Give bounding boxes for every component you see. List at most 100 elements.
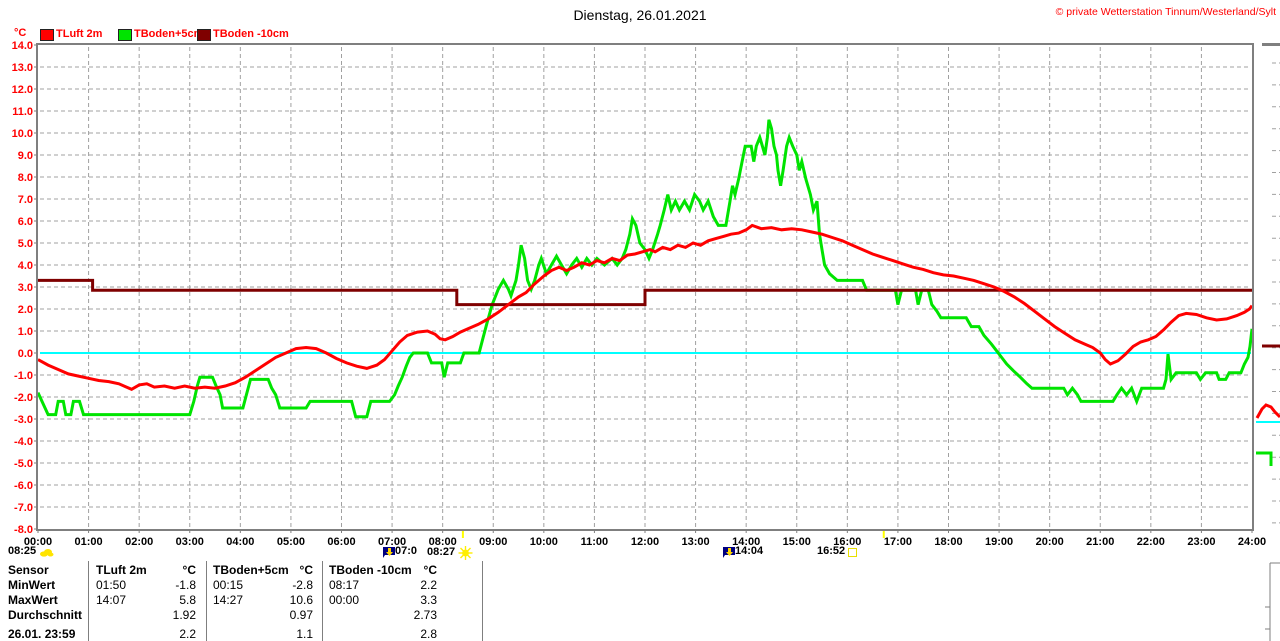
x-tick-label: 18:00 (934, 536, 962, 548)
x-tick-label: 22:00 (1137, 536, 1165, 548)
tboden10-swatch-icon (197, 29, 211, 41)
table-row-label: 26.01. 23:59 (8, 627, 76, 641)
sun-icon (458, 546, 473, 560)
avg-value: 2.73 (413, 608, 437, 622)
y-tick-label: -1.0 (14, 370, 33, 382)
x-tick-label: 12:00 (631, 536, 659, 548)
avg-value: 0.97 (289, 608, 313, 622)
moon-arrow-icon (383, 546, 395, 558)
min-time: 01:50 (96, 578, 127, 592)
table-row-label: MinWert (8, 578, 56, 592)
x-tick-label: 13:00 (682, 536, 710, 548)
page-title: Dienstag, 26.01.2021 (573, 7, 707, 23)
x-tick-label: 11:00 (581, 536, 609, 548)
col-unit: °C (182, 563, 196, 577)
table-divider (322, 561, 323, 641)
annotation-0825: 08:25 (8, 545, 54, 558)
y-tick-label: 0.0 (18, 348, 33, 360)
x-tick-label: 24:00 (1238, 536, 1266, 548)
y-tick-label: -6.0 (14, 480, 33, 492)
min-value: 2.2 (420, 578, 437, 592)
min-value: -1.8 (175, 578, 196, 592)
series-tluft-2m (37, 223, 1254, 391)
x-tick-label: 05:00 (277, 536, 305, 548)
y-tick-label: -4.0 (14, 436, 33, 448)
table-row-label: MaxWert (8, 593, 58, 607)
y-tick-label: 11.0 (12, 106, 33, 118)
x-tick-label: 08:00 (429, 536, 457, 548)
annotation-0827: 08:27 (427, 545, 473, 560)
cloud-icon (40, 549, 54, 557)
annotation-070-time: 07:0 (395, 545, 418, 557)
x-tick-label: 19:00 (985, 536, 1013, 548)
x-tick-label: 04:00 (226, 536, 254, 548)
annotation-070: 07:0 (383, 545, 418, 558)
annotation-1404: 14:04 (723, 545, 764, 558)
y-tick-label: 10.0 (12, 128, 33, 140)
table-row-label: Sensor (8, 563, 49, 577)
y-tick-label: 13.0 (12, 62, 33, 74)
annotation-0825-time: 08:25 (8, 545, 37, 557)
y-tick-label: -3.0 (14, 414, 33, 426)
next-chart-tluft-fragment (1255, 403, 1280, 419)
col-header-tboden5: TBoden+5cm (213, 563, 289, 577)
y-tick-label: 14.0 (12, 40, 33, 52)
y-tick-label: 8.0 (18, 172, 33, 184)
annotation-1652-time: 16:52 (817, 545, 846, 557)
y-tick-label: 7.0 (18, 194, 33, 206)
plot-border (36, 43, 1254, 531)
max-value: 5.8 (179, 593, 196, 607)
x-tick-label: 01:00 (75, 536, 103, 548)
copyright-text: © private Wetterstation Tinnum/Westerlan… (1055, 6, 1276, 18)
y-tick-label: 4.0 (18, 260, 33, 272)
series-tboden-10cm (38, 278, 1252, 307)
x-tick-label: 10:00 (530, 536, 558, 548)
table-divider (88, 561, 89, 641)
series-tboden-5cm (36, 119, 1254, 419)
col-header-tboden10: TBoden -10cm (329, 563, 412, 577)
legend-label-tluft: TLuft 2m (56, 28, 103, 40)
x-tick-label: 07:00 (378, 536, 406, 548)
y-tick-label: 1.0 (18, 326, 33, 338)
annotation-0827-time: 08:27 (427, 545, 456, 558)
col-unit: °C (299, 563, 313, 577)
y-tick-label: -7.0 (14, 502, 33, 514)
y-tick-label: 6.0 (18, 216, 33, 228)
x-tick-label: 23:00 (1187, 536, 1215, 548)
y-tick-label: -5.0 (14, 458, 33, 470)
tboden5-swatch-icon (118, 29, 132, 41)
x-tick-label: 15:00 (783, 536, 811, 548)
annotation-1404-time: 14:04 (735, 545, 764, 557)
y-axis-unit-label: °C (14, 27, 27, 39)
x-tick-label: 21:00 (1086, 536, 1114, 548)
moon-arrow-icon (723, 546, 735, 558)
max-time: 14:07 (96, 593, 127, 607)
table-row-label: Durchschnitt (8, 608, 83, 622)
table-divider (482, 561, 483, 641)
x-tick-label: 02:00 (125, 536, 153, 548)
y-tick-label: 3.0 (18, 282, 33, 294)
x-tick-label: 17:00 (884, 536, 912, 548)
min-time: 08:17 (329, 578, 360, 592)
max-time: 14:27 (213, 593, 244, 607)
pale-square-icon (848, 547, 858, 557)
legend-label-tboden10: TBoden -10cm (213, 28, 289, 40)
legend-label-tboden5: TBoden+5cm (134, 28, 204, 40)
y-tick-label: 12.0 (12, 84, 33, 96)
x-tick-label: 16:00 (833, 536, 861, 548)
table-divider (206, 561, 207, 641)
annotation-1652: 16:52 (817, 545, 858, 558)
x-tick-label: 06:00 (327, 536, 355, 548)
col-header-tluft: TLuft 2m (96, 563, 147, 577)
next-chart-top-border (1262, 43, 1280, 46)
max-value: 3.3 (420, 593, 437, 607)
y-tick-label: -8.0 (14, 524, 33, 536)
col-unit: °C (423, 563, 437, 577)
y-tick-label: 2.0 (18, 304, 33, 316)
last-value: 2.8 (420, 627, 437, 641)
x-tick-label: 00:00 (24, 536, 52, 548)
min-time: 00:15 (213, 578, 244, 592)
x-tick-label: 03:00 (176, 536, 204, 548)
